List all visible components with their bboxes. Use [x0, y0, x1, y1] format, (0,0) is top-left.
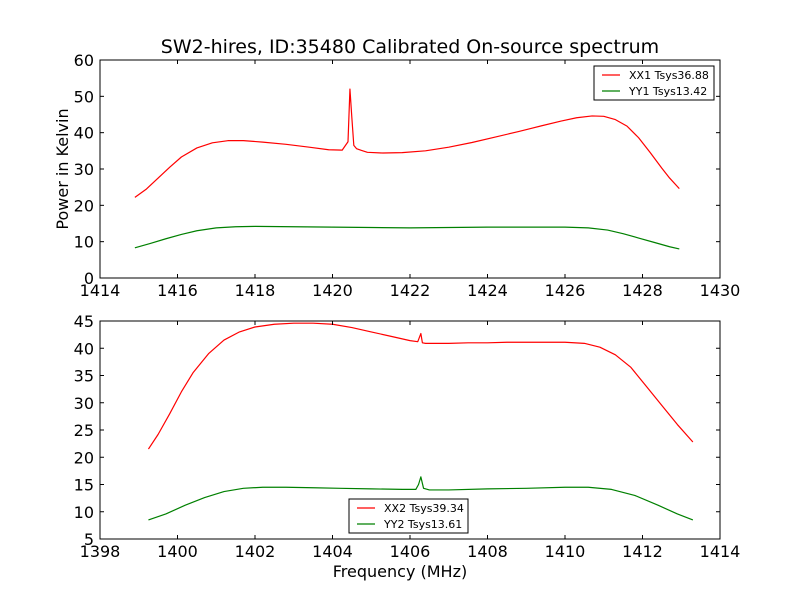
series-line-1 — [134, 88, 680, 198]
x-tick-label: 1414 — [700, 542, 741, 561]
x-tick-label: 1418 — [235, 281, 276, 300]
y-tick-label: 40 — [74, 124, 94, 143]
series-line-2 — [148, 476, 694, 521]
x-axis-label: Frequency (MHz) — [333, 562, 467, 581]
y-tick-label: 45 — [74, 312, 94, 331]
x-tick-label: 1420 — [312, 281, 353, 300]
y-tick-label: 20 — [74, 448, 94, 467]
x-tick-label: 1414 — [80, 281, 121, 300]
y-tick-label: 10 — [74, 503, 94, 522]
chart-title: SW2-hires, ID:35480 Calibrated On-source… — [161, 36, 659, 58]
x-tick-label: 1398 — [80, 542, 121, 561]
y-tick-label: 30 — [74, 160, 94, 179]
legend-label: YY1 Tsys13.42 — [628, 85, 707, 98]
y-tick-label: 35 — [74, 367, 94, 386]
legend: XX1 Tsys36.88 YY1 Tsys13.42 — [593, 65, 715, 101]
x-tick-label: 1406 — [390, 542, 431, 561]
y-tick-label: 15 — [74, 476, 94, 495]
y-tick-label: 60 — [74, 51, 94, 70]
legend-label: XX1 Tsys36.88 — [629, 69, 709, 82]
x-tick-label: 1424 — [467, 281, 508, 300]
x-tick-label: 1428 — [622, 281, 663, 300]
y-tick-label: 25 — [74, 421, 94, 440]
x-tick-label: 1400 — [157, 542, 198, 561]
x-tick-label: 1404 — [312, 542, 353, 561]
y-tick-label: 5 — [84, 530, 94, 549]
y-tick-label: 30 — [74, 394, 94, 413]
x-tick-label: 1408 — [467, 542, 508, 561]
y-axis-label: Power in Kelvin — [53, 108, 72, 229]
x-tick-label: 1430 — [700, 281, 741, 300]
x-tick-label: 1412 — [622, 542, 663, 561]
x-tick-label: 1410 — [545, 542, 586, 561]
y-tick-label: 20 — [74, 196, 94, 215]
plot-lines — [134, 88, 680, 250]
bottom-spectrum-panel: 1398 1400 1402 1404 1406 1408 1410 1412 1414 5 10 1… — [74, 312, 741, 581]
series-line-1 — [147, 322, 694, 450]
y-tick-label: 40 — [74, 339, 94, 358]
legend: XX2 Tsys39.34 YY2 Tsys13.61 — [348, 498, 469, 534]
x-tick-label: 1402 — [235, 542, 276, 561]
legend-box — [348, 498, 469, 534]
legend-box — [593, 65, 715, 101]
legend-label: XX2 Tsys39.34 — [384, 502, 464, 515]
y-tick-label: 50 — [74, 87, 94, 106]
x-tick-label: 1416 — [157, 281, 198, 300]
y-tick-label: 0 — [84, 269, 94, 288]
legend-label: YY2 Tsys13.61 — [383, 518, 462, 531]
series-line-2 — [134, 225, 680, 250]
top-spectrum-panel: 1414 1416 1418 1420 1422 1424 1426 1428 1430 0 10 2… — [53, 51, 740, 300]
x-tick-label: 1422 — [390, 281, 431, 300]
plot-lines — [147, 322, 694, 521]
y-tick-label: 10 — [74, 233, 94, 252]
x-tick-label: 1426 — [545, 281, 586, 300]
